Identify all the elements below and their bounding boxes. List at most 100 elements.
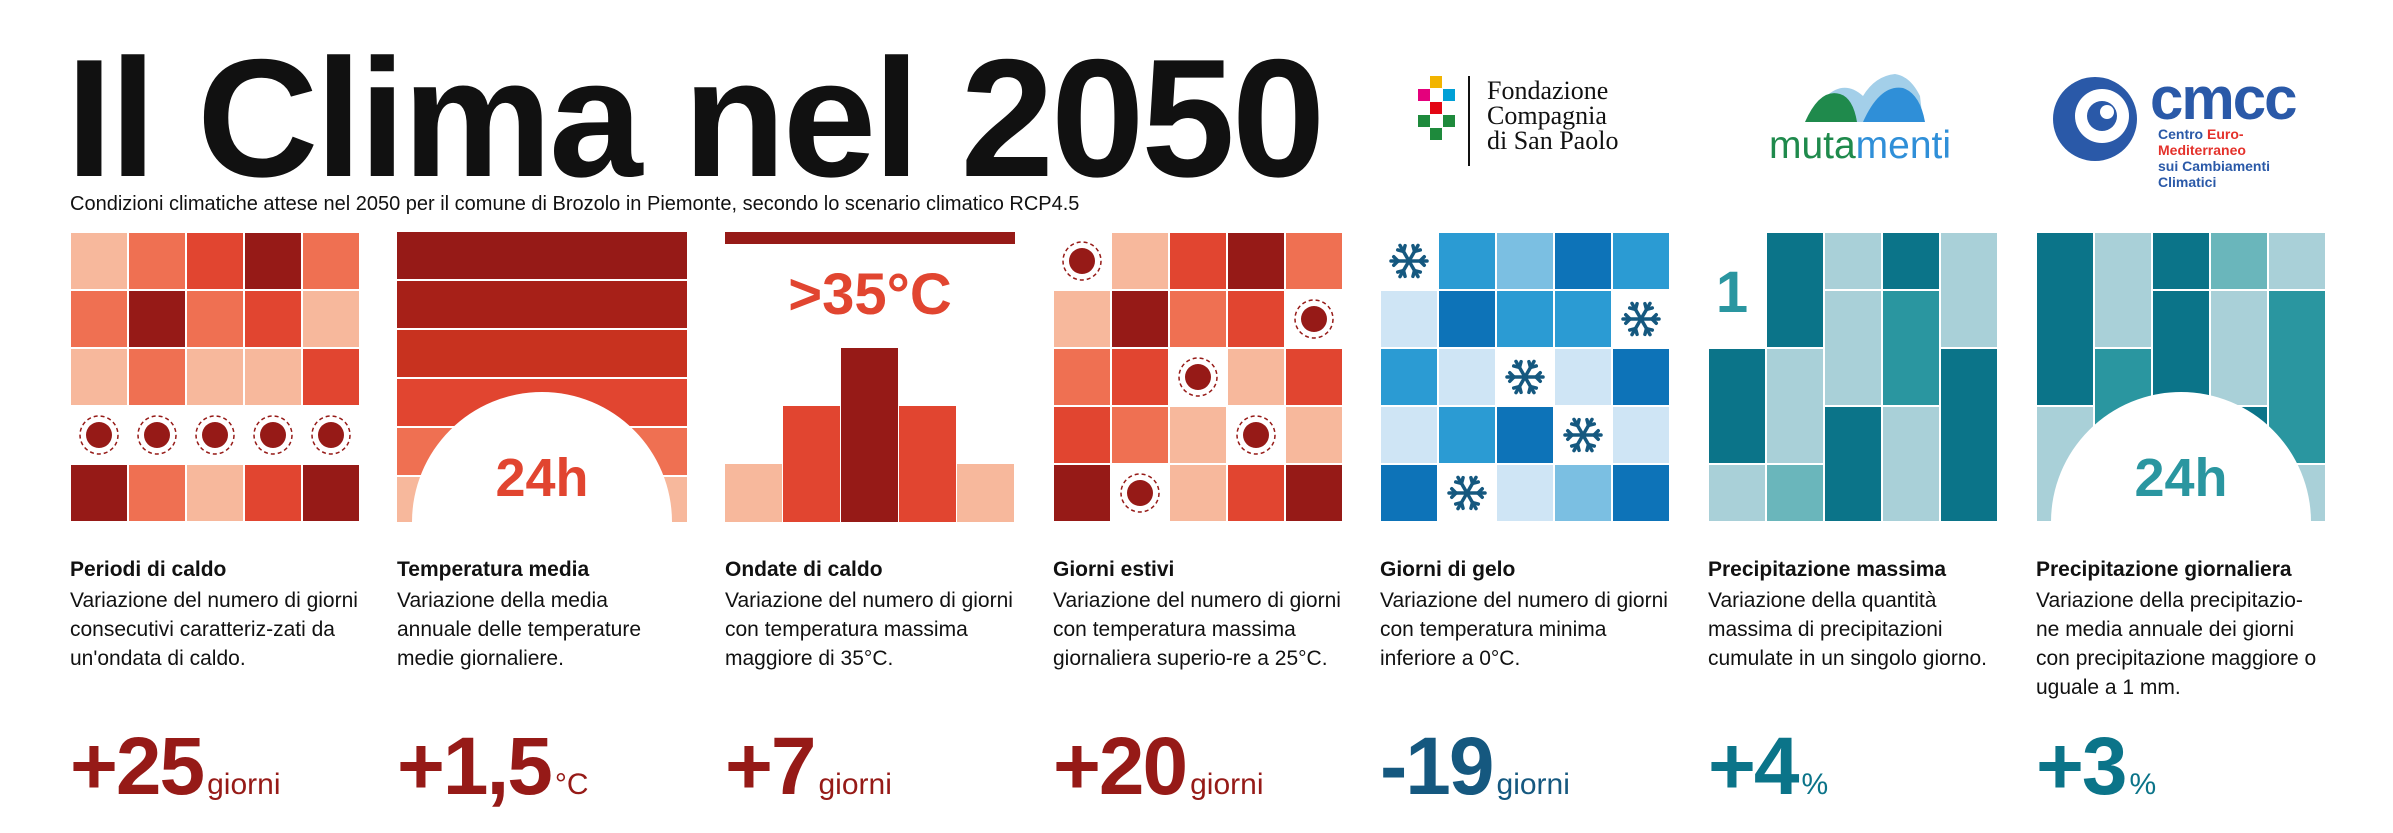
tile [1555,291,1611,347]
daily-precipitation-graphic: 24h [2037,233,2325,522]
snowflake-icon [1621,301,1661,337]
cmcc-wave-icon [2053,77,2137,161]
tile [2211,291,2267,405]
tile [1709,465,1765,521]
cmcc-name: cmcc [2150,65,2297,132]
indicator-value: +25 giorni [70,720,280,814]
indicator-title: Ondate di caldo [725,558,883,581]
histogram-bar [899,406,956,522]
tile [1613,233,1669,289]
indicator-value-number: -19 [1380,721,1495,812]
mutamenti-logo: mutamenti [1745,66,1975,171]
temperature-band [397,232,687,279]
tile [245,465,301,521]
day-dial [2051,392,2311,522]
tile [1941,349,1997,521]
page-title: Il Clima nel 2050 [66,24,1325,212]
top-bar [725,232,1015,244]
sun-icon-ring [253,415,293,455]
heat-waves-graphic: >35°C [725,232,1015,522]
indicator-value-number: +25 [70,721,205,812]
snowflake-icon [1563,417,1603,453]
indicator-periodi-di-caldo: Periodi di caldo Variazione del numero d… [70,232,360,812]
tile [129,349,185,405]
tile [129,291,185,347]
sun-icon [86,422,112,448]
indicator-description: Variazione della quantità massima di pre… [1708,589,1988,670]
sun-icon-ring [1294,299,1334,339]
indicator-precipitazione-giornaliera: 24h Precipitazione giornaliera Variazion… [2036,232,2326,812]
indicator-value-number: +1,5 [397,721,553,812]
cmcc-line-1a: Centro [2158,126,2207,142]
tile [1613,465,1669,521]
tile [1767,233,1823,347]
sun-icon-ring [195,415,235,455]
tile [1286,349,1342,405]
graphic-label: 24h [495,448,588,508]
indicator-value-unit: giorni [1190,768,1264,801]
mutamenti-text-b: menti [1855,124,1952,167]
indicator-description: Variazione del numero di giorni consecut… [70,589,358,670]
tile [1054,407,1110,463]
tile [2269,291,2325,463]
tile [1112,349,1168,405]
indicator-giorni-di-gelo: Giorni di gelo Variazione del numero di … [1380,232,1670,812]
sun-icon-ring [1062,241,1102,281]
tile [1228,349,1284,405]
sun-icon [318,422,344,448]
tile [1555,465,1611,521]
tile [1228,233,1284,289]
graphic-label: >35°C [788,262,951,327]
histogram-bar [841,348,898,522]
sun-icon-ring [1120,473,1160,513]
cmcc-line-2: sui Cambiamenti Climatici [2158,158,2271,190]
indicator-title: Precipitazione giornaliera [2036,558,2292,581]
fondazione-line-1: Fondazione [1487,76,1609,105]
indicator-value-number: +7 [725,721,816,812]
tile [1497,291,1553,347]
snowflake-icon [1389,243,1429,279]
tile [1497,407,1553,463]
tile [1381,465,1437,521]
tile [303,465,359,521]
tile [2095,233,2151,347]
temperature-band [397,330,687,377]
indicator-value: +4% [1708,720,1828,814]
tile [2153,291,2209,405]
tile [1228,465,1284,521]
tile [71,465,127,521]
tile [1439,349,1495,405]
indicator-description: Variazione del numero di giorni con temp… [1053,589,1341,670]
indicator-value-number: +3 [2036,721,2127,812]
indicator-value: +20 giorni [1053,720,1263,814]
tile [1054,349,1110,405]
tile [1286,465,1342,521]
max-precipitation-graphic: 1 [1709,233,1997,521]
tile [1555,349,1611,405]
sun-icon-ring [1178,357,1218,397]
indicator-giorni-estivi: Giorni estivi Variazione del numero di g… [1053,232,1343,812]
tile [2153,233,2209,289]
tile [303,291,359,347]
sun-icon [144,422,170,448]
tile [1170,465,1226,521]
indicator-value: +1,5 °C [397,720,589,814]
tile [1112,407,1168,463]
indicator-value-unit: % [2129,768,2157,801]
tile [1439,407,1495,463]
sun-icon [1243,422,1269,448]
temperature-band [397,281,687,328]
tile [71,291,127,347]
sun-icon [202,422,228,448]
tile [1170,233,1226,289]
summer-days-graphic [1054,233,1342,521]
indicator-title: Giorni estivi [1053,558,1175,581]
indicator-description: Variazione della precipitazio-ne media a… [2036,589,2317,699]
tile [1883,291,1939,405]
indicator-value-number: +20 [1053,721,1188,812]
fondazione-logo: Fondazione Compagnia di San Paolo [1410,66,1670,166]
tile [1170,407,1226,463]
tile [2211,233,2267,289]
mean-temperature-graphic: 24h [397,232,687,522]
fondazione-mark-icon [1418,76,1470,166]
